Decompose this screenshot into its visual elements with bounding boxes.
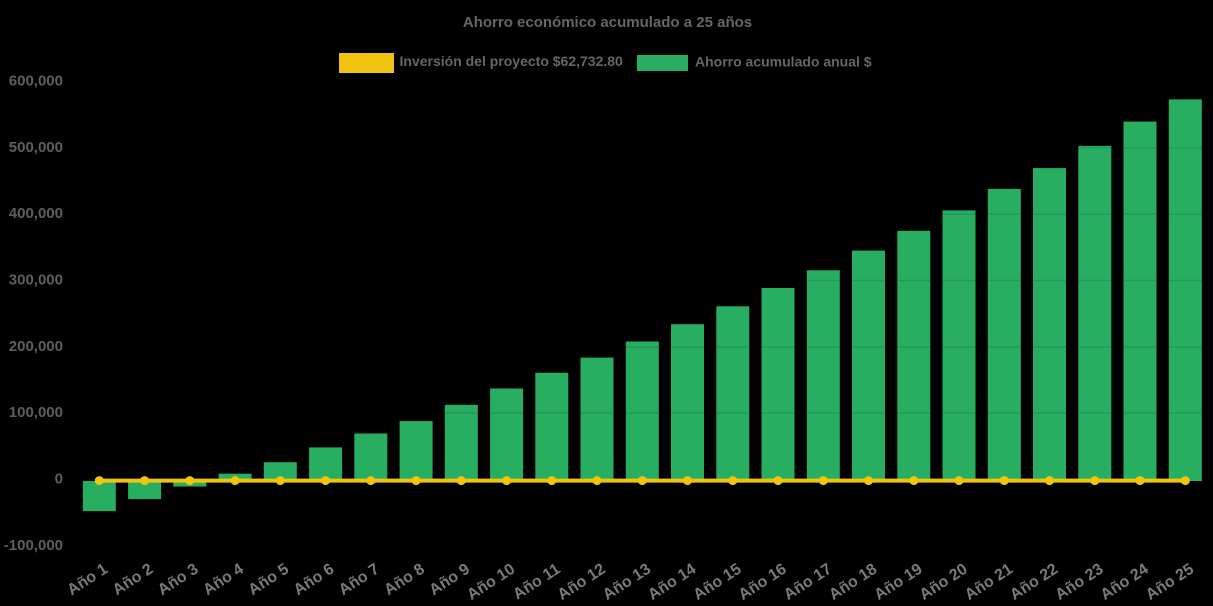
- svg-text:300,000: 300,000: [9, 272, 63, 289]
- svg-text:600,000: 600,000: [9, 73, 63, 90]
- svg-text:0: 0: [55, 471, 63, 488]
- svg-text:Inversión del proyecto $62,732: Inversión del proyecto $62,732.80: [400, 53, 624, 69]
- svg-text:200,000: 200,000: [9, 338, 63, 355]
- svg-text:-100,000: -100,000: [4, 537, 63, 554]
- svg-text:500,000: 500,000: [9, 139, 63, 156]
- svg-text:100,000: 100,000: [9, 404, 63, 421]
- svg-text:Ahorro acumulado anual $: Ahorro acumulado anual $: [695, 53, 872, 69]
- svg-text:Ahorro económico acumulado a 2: Ahorro económico acumulado a 25 años: [463, 14, 752, 31]
- svg-text:400,000: 400,000: [9, 205, 63, 222]
